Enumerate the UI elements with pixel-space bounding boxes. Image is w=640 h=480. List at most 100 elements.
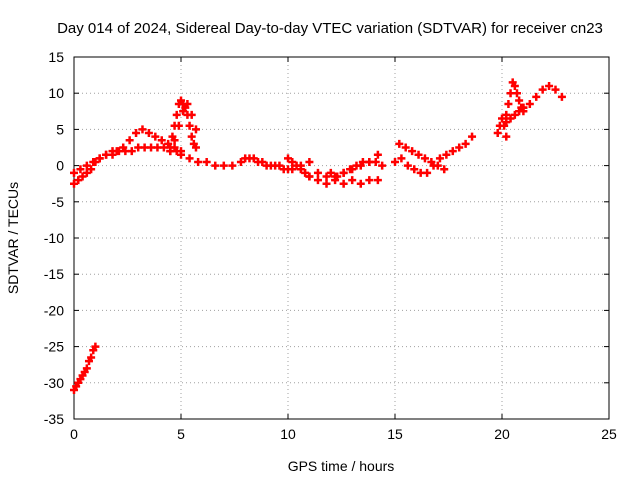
data-point <box>179 107 188 116</box>
y-tick-label: 15 <box>48 49 64 65</box>
data-point <box>498 114 506 123</box>
data-point <box>74 176 83 185</box>
data-point <box>95 154 104 163</box>
data-point <box>512 89 521 98</box>
data-point <box>322 179 331 188</box>
data-point <box>510 81 519 90</box>
data-point <box>391 157 399 166</box>
data-point <box>532 92 541 101</box>
data-point <box>70 179 78 188</box>
x-tick-label: 5 <box>177 426 185 442</box>
data-point <box>185 121 194 130</box>
data-point <box>433 161 442 170</box>
data-point <box>185 154 194 163</box>
data-point <box>144 129 153 138</box>
data-point <box>82 161 91 170</box>
data-point <box>339 168 348 177</box>
data-point <box>191 143 200 152</box>
data-point <box>202 157 211 166</box>
data-point <box>76 165 85 174</box>
data-point <box>249 154 258 163</box>
data-point <box>333 172 342 181</box>
data-point <box>187 110 196 119</box>
data-point <box>545 81 554 90</box>
data-point <box>127 147 136 156</box>
data-point <box>493 129 502 138</box>
data-point <box>170 136 179 145</box>
data-point <box>284 154 292 163</box>
data-point <box>305 172 314 181</box>
data-point <box>138 125 147 134</box>
data-point <box>397 154 406 163</box>
data-point <box>108 150 117 159</box>
x-tick-label: 20 <box>494 426 510 442</box>
data-point <box>91 342 100 351</box>
data-point <box>292 161 301 170</box>
data-point <box>502 118 511 127</box>
data-point <box>378 161 387 170</box>
data-point <box>440 165 449 174</box>
data-point <box>305 157 314 166</box>
data-point <box>442 150 451 159</box>
data-point <box>87 353 96 362</box>
data-point <box>296 165 305 174</box>
data-point <box>352 161 361 170</box>
data-point <box>519 103 528 112</box>
data-marks <box>70 78 566 395</box>
data-point <box>371 157 380 166</box>
data-point <box>151 132 160 141</box>
data-point <box>183 100 192 109</box>
data-point <box>395 139 404 148</box>
data-point <box>301 168 310 177</box>
data-point <box>132 129 141 138</box>
y-tick-label: -30 <box>44 375 64 391</box>
data-point <box>356 179 365 188</box>
data-point <box>87 165 96 174</box>
x-tick-label: 0 <box>70 426 78 442</box>
y-tick-label: -35 <box>44 411 64 427</box>
y-tick-label: -15 <box>44 266 64 282</box>
data-point <box>435 154 444 163</box>
data-point <box>174 121 183 130</box>
data-point <box>258 157 267 166</box>
data-point <box>410 165 419 174</box>
data-point <box>414 150 423 159</box>
data-point <box>288 157 297 166</box>
data-point <box>236 157 245 166</box>
data-point <box>228 161 237 170</box>
data-point <box>194 157 203 166</box>
x-tick-label: 15 <box>387 426 403 442</box>
data-point <box>401 143 410 152</box>
data-point <box>187 132 196 141</box>
x-tick-label: 25 <box>601 426 617 442</box>
data-point <box>373 150 382 159</box>
data-point <box>82 168 91 177</box>
data-point <box>423 168 432 177</box>
data-point <box>420 154 429 163</box>
y-tick-label: 0 <box>56 158 64 174</box>
data-point <box>461 139 470 148</box>
data-point <box>427 157 436 166</box>
data-point <box>551 85 560 94</box>
data-point <box>322 172 331 181</box>
y-tick-label: 5 <box>56 121 64 137</box>
data-point <box>510 110 519 119</box>
axis-ticks: 0 5 10 15 20 25 15 10 5 0 -5 -10 -15 -20 -25 -30 -35 <box>44 49 617 442</box>
data-point <box>506 114 515 123</box>
data-point <box>455 143 464 152</box>
data-point <box>275 161 284 170</box>
data-point <box>125 136 134 145</box>
data-point <box>191 125 200 134</box>
data-point <box>408 147 417 156</box>
data-point <box>241 154 250 163</box>
data-point <box>538 85 547 94</box>
data-point <box>346 165 355 174</box>
y-tick-label: 10 <box>48 85 64 101</box>
data-point <box>515 107 524 116</box>
data-point <box>515 96 524 105</box>
data-point <box>339 179 348 188</box>
y-tick-label: -10 <box>44 230 64 246</box>
data-point <box>166 147 175 156</box>
data-point <box>365 176 374 185</box>
